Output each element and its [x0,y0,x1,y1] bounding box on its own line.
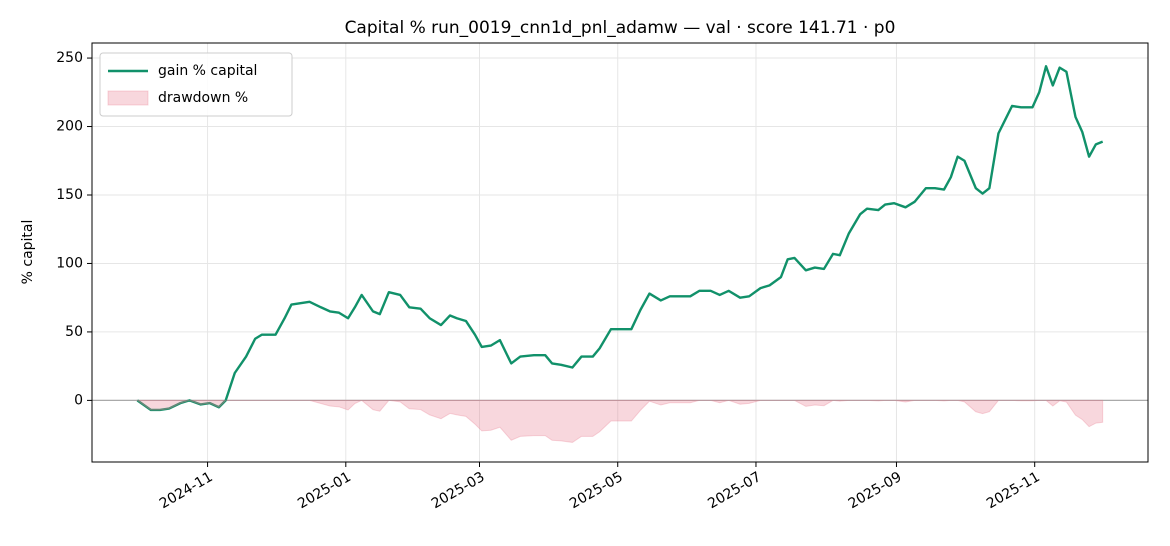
legend-box [99,52,293,117]
x-tick-label: 2025-01 [295,469,354,512]
plot-frame [91,42,1149,463]
x-tick-label: 2025-07 [705,469,764,512]
legend-label: drawdown % [158,90,248,106]
drawdown-area [135,399,1104,443]
legend-label: gain % capital [158,63,257,79]
x-tick-label: 2025-11 [984,469,1043,512]
y-tick-label: 100 [56,255,83,271]
y-tick-label: 150 [56,187,83,203]
y-tick-label: 200 [56,119,83,135]
x-tick-label: 2025-09 [846,469,905,512]
y-axis-label: % capital [20,220,36,285]
chart-title: Capital % run_0019_cnn1d_pnl_adamw — val… [345,18,896,38]
legend-swatch [107,90,149,106]
gain-line [136,65,1104,412]
y-tick-label: 50 [65,324,83,340]
x-tick-label: 2024-11 [157,469,216,512]
y-tick-label: 250 [56,50,83,66]
y-tick-label: 0 [74,392,83,408]
x-tick-label: 2025-05 [567,469,626,512]
x-tick-label: 2025-03 [429,469,488,512]
